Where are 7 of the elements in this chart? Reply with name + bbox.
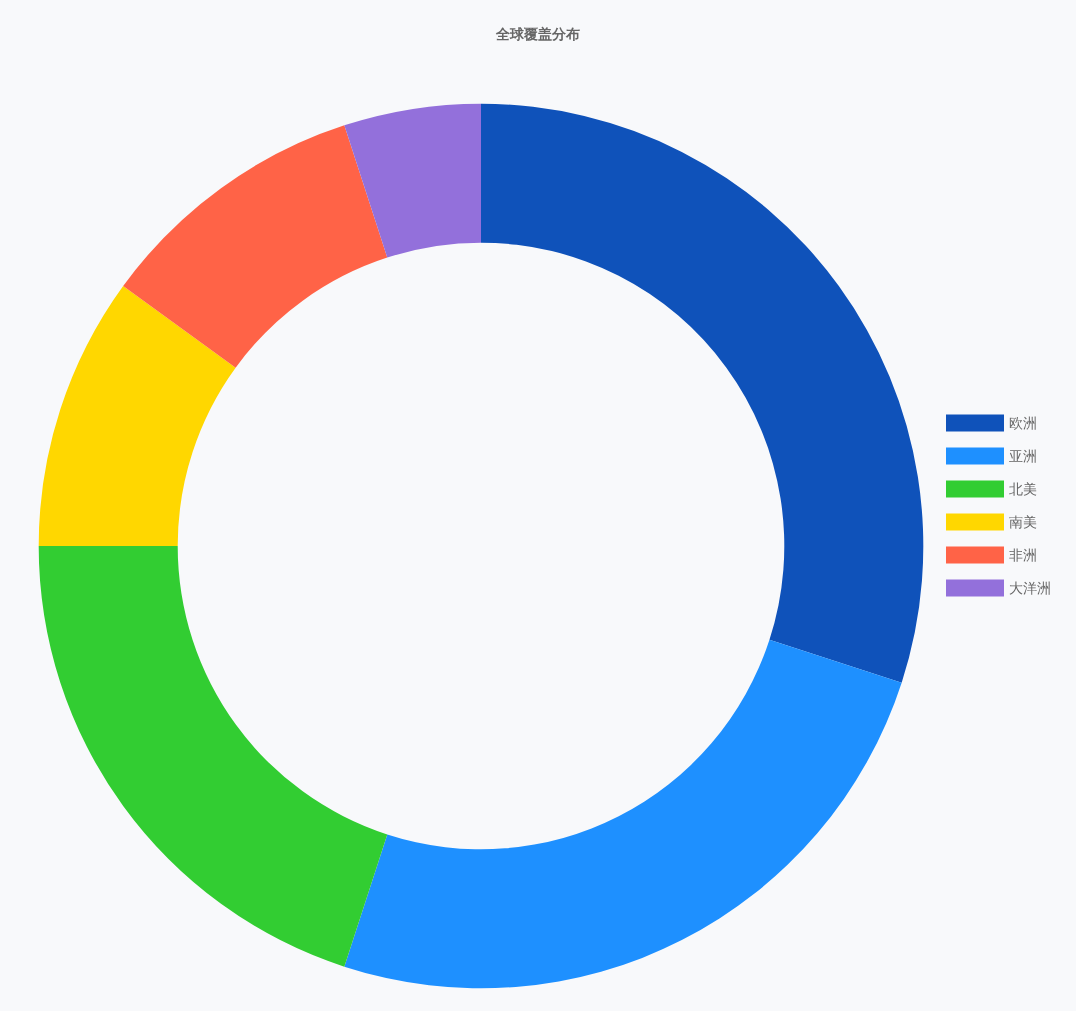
legend-label: 大洋洲: [1009, 580, 1051, 596]
chart-title: 全球覆盖分布: [495, 26, 580, 42]
legend-label: 北美: [1009, 481, 1037, 497]
legend-label: 非洲: [1009, 547, 1037, 563]
legend-label: 南美: [1009, 514, 1037, 530]
legend-label: 欧洲: [1009, 415, 1037, 431]
legend-label: 亚洲: [1009, 448, 1037, 464]
